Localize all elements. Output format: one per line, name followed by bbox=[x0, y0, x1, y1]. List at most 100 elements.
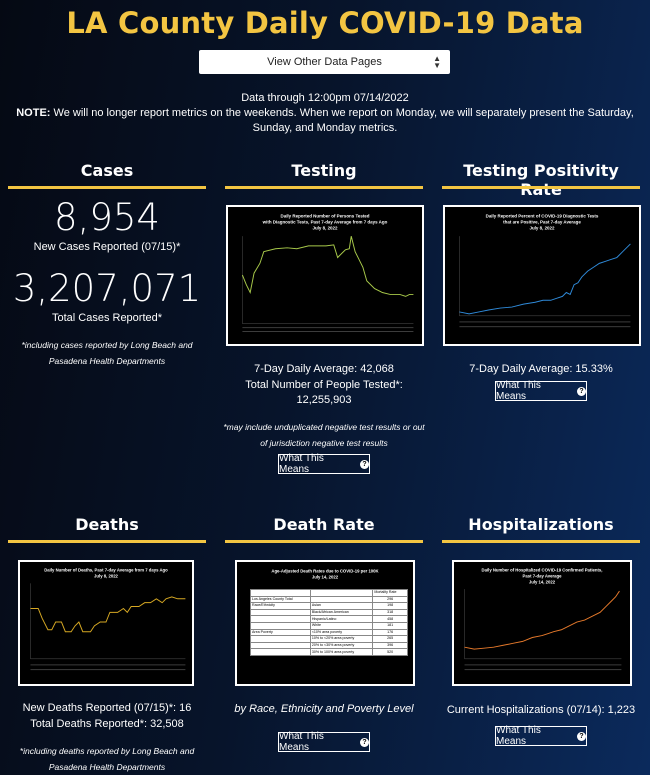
view-other-pages-select[interactable]: View Other Data Pages ▲ ▼ bbox=[199, 50, 450, 74]
table-cell: 176 bbox=[372, 628, 408, 637]
testing-footnote: *may include unduplicated negative test … bbox=[223, 422, 425, 448]
table-cell: Mortality Rate bbox=[372, 589, 408, 597]
death-rate-chart-title: Age-Adjusted Death Rates due to COVID-19… bbox=[271, 569, 379, 574]
table-row: 30% to 100% area poverty 520 bbox=[250, 648, 408, 656]
positivity-line bbox=[459, 243, 631, 315]
table-cell: 396 bbox=[372, 641, 408, 650]
page-title: LA County Daily COVID-19 Data bbox=[66, 6, 584, 40]
hospitalizations-line bbox=[464, 590, 620, 650]
table-row: Black/African American 318 bbox=[250, 608, 408, 617]
table-row: Hispanic/Latino 458 bbox=[250, 615, 408, 623]
table-cell: Hispanic/Latino bbox=[309, 615, 374, 623]
death-rate-table-image[interactable]: Age-Adjusted Death Rates due to COVID-19… bbox=[235, 560, 415, 686]
positivity-chart-svg: Daily Reported Percent of COVID-19 Diagn… bbox=[459, 214, 631, 328]
table-cell: 318 bbox=[372, 608, 408, 617]
death-rate-divider bbox=[225, 540, 423, 543]
cases-divider bbox=[8, 186, 206, 189]
testing-what-this-means-button[interactable]: What This Means ? bbox=[278, 453, 370, 475]
deaths-line bbox=[30, 596, 186, 633]
deaths-chart[interactable]: Daily Number of Deaths, Past 7-day Avera… bbox=[18, 560, 194, 686]
deaths-footnote: *including deaths reported by Long Beach… bbox=[19, 746, 195, 772]
table-cell bbox=[309, 589, 374, 597]
data-through-text: Data through 12:00pm 07/14/2022 bbox=[241, 92, 409, 104]
death-rate-table: Mortality Rate Los Angeles County Total 29… bbox=[250, 589, 408, 656]
table-cell: 265 bbox=[372, 635, 408, 643]
table-cell: 10% to <20% area poverty bbox=[309, 635, 374, 643]
question-icon: ? bbox=[577, 731, 586, 741]
hospitalizations-divider bbox=[442, 540, 640, 543]
positivity-title: Testing Positivity Rate bbox=[463, 161, 619, 199]
svg-text:July 8, 2022: July 8, 2022 bbox=[312, 225, 338, 230]
svg-text:that are Positive, Past 7-day: that are Positive, Past 7-day Average bbox=[503, 220, 581, 225]
total-cases-label: Total Cases Reported* bbox=[51, 312, 163, 324]
death-rate-what-this-means-button[interactable]: What This Means ? bbox=[278, 731, 370, 753]
hosp-chart-title: Daily Number of Hospitalized COVID-19 Co… bbox=[482, 568, 603, 573]
table-cell bbox=[250, 635, 311, 643]
table-cell: 198 bbox=[372, 602, 408, 610]
table-cell: Black/African American bbox=[309, 608, 374, 617]
death-rate-title: Death Rate bbox=[273, 515, 375, 534]
table-cell: 20% to <30% area poverty bbox=[309, 641, 374, 650]
table-cell: Area Poverty bbox=[250, 628, 311, 637]
table-cell: Asian bbox=[309, 602, 374, 610]
positivity-chart[interactable]: Daily Reported Percent of COVID-19 Diagn… bbox=[443, 205, 641, 346]
new-cases-label: New Cases Reported (07/15)* bbox=[33, 241, 181, 253]
question-icon: ? bbox=[360, 737, 369, 747]
hospitalizations-title: Hospitalizations bbox=[468, 515, 614, 534]
table-cell: 520 bbox=[372, 648, 408, 656]
svg-text:with Diagnostic Tests, Past 7-: with Diagnostic Tests, Past 7-day Averag… bbox=[262, 220, 388, 225]
current-hospitalizations: Current Hospitalizations (07/14): 1,223 bbox=[446, 704, 636, 716]
death-rate-caption: by Race, Ethnicity and Poverty Level bbox=[234, 703, 414, 715]
table-cell: Race/Ethnicity bbox=[250, 602, 311, 610]
deaths-title: Deaths bbox=[75, 515, 139, 534]
note-label: NOTE: bbox=[16, 107, 51, 119]
table-cell: 458 bbox=[372, 615, 408, 623]
table-cell bbox=[250, 589, 311, 597]
table-cell bbox=[250, 615, 311, 623]
note-body: We will no longer report metrics on the … bbox=[50, 107, 634, 134]
table-row: 10% to <20% area poverty 265 bbox=[250, 635, 408, 643]
testing-chart[interactable]: Daily Reported Number of Persons Tested … bbox=[226, 205, 424, 346]
svg-text:July 14, 2022: July 14, 2022 bbox=[529, 579, 556, 584]
new-deaths: New Deaths Reported (07/15)*: 16 bbox=[22, 702, 192, 714]
select-label: View Other Data Pages bbox=[267, 56, 382, 68]
positivity-avg: 7-Day Daily Average: 15.33% bbox=[469, 363, 613, 375]
testing-total: Total Number of People Tested*: 12,255,9… bbox=[245, 379, 403, 406]
table-cell: <10% area poverty bbox=[309, 628, 374, 637]
death-rate-header-svg: Age-Adjusted Death Rates due to COVID-19… bbox=[271, 569, 379, 580]
table-cell bbox=[250, 608, 311, 617]
table-row: White 181 bbox=[250, 621, 408, 630]
hospitalizations-chart-svg: Daily Number of Hospitalized COVID-19 Co… bbox=[464, 568, 622, 671]
question-icon: ? bbox=[577, 386, 586, 396]
table-cell: White bbox=[309, 621, 374, 630]
table-row: Race/Ethnicity Asian 198 bbox=[250, 602, 408, 610]
deaths-chart-svg: Daily Number of Deaths, Past 7-day Avera… bbox=[30, 568, 186, 671]
table-cell bbox=[250, 621, 311, 630]
table-row: Area Poverty <10% area poverty 176 bbox=[250, 628, 408, 637]
hospitalizations-what-this-means-button[interactable]: What This Means ? bbox=[495, 725, 587, 747]
total-deaths: Total Deaths Reported*: 32,508 bbox=[30, 718, 184, 730]
deaths-chart-title: Daily Number of Deaths, Past 7-day Avera… bbox=[44, 568, 168, 573]
testing-line bbox=[241, 236, 414, 297]
cases-title: Cases bbox=[80, 161, 134, 180]
question-icon: ? bbox=[360, 459, 369, 469]
table-row: 20% to <30% area poverty 396 bbox=[250, 641, 408, 650]
svg-text:July 8, 2022: July 8, 2022 bbox=[529, 225, 555, 230]
testing-chart-title: Daily Reported Number of Persons Tested bbox=[281, 214, 370, 219]
table-row: Los Angeles County Total 296 bbox=[250, 595, 408, 604]
positivity-what-this-means-button[interactable]: What This Means ? bbox=[495, 380, 587, 402]
button-label: What This Means bbox=[496, 380, 541, 402]
svg-text:July 8, 2022: July 8, 2022 bbox=[94, 573, 119, 578]
button-label: What This Means bbox=[496, 725, 541, 747]
testing-divider bbox=[225, 186, 423, 189]
cases-footnote: *including cases reported by Long Beach … bbox=[21, 340, 193, 366]
new-cases-number: 8,954 bbox=[54, 196, 160, 239]
table-row: Mortality Rate bbox=[250, 589, 408, 597]
note-text: NOTE: We will no longer report metrics o… bbox=[10, 106, 640, 136]
hospitalizations-chart[interactable]: Daily Number of Hospitalized COVID-19 Co… bbox=[452, 560, 632, 686]
svg-text:July 14, 2022: July 14, 2022 bbox=[312, 574, 339, 579]
table-cell bbox=[309, 595, 374, 604]
table-cell: 296 bbox=[372, 595, 408, 604]
positivity-chart-title: Daily Reported Percent of COVID-19 Diagn… bbox=[486, 214, 599, 219]
svg-text:Past 7-day Average: Past 7-day Average bbox=[523, 573, 563, 578]
